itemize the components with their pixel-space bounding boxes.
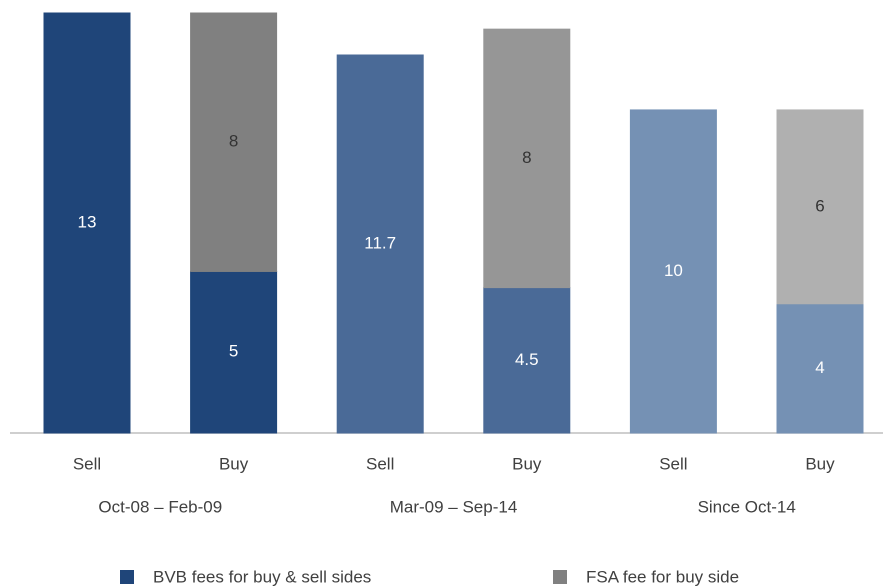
value-label: 8 bbox=[229, 132, 238, 151]
value-label: 4.5 bbox=[515, 350, 539, 369]
value-label: 11.7 bbox=[364, 233, 396, 252]
legend-label: BVB fees for buy & sell sides bbox=[153, 567, 371, 586]
bar-segment bbox=[43, 12, 131, 434]
legend-label: FSA fee for buy side bbox=[586, 567, 739, 586]
value-label: 4 bbox=[815, 358, 824, 377]
value-label: 5 bbox=[229, 342, 238, 361]
bar-segment bbox=[776, 109, 864, 305]
value-label: 6 bbox=[815, 196, 824, 215]
bar-segment bbox=[776, 303, 864, 434]
legend-swatch bbox=[120, 570, 134, 584]
value-label: 10 bbox=[664, 261, 683, 280]
group-label: Mar-09 – Sep-14 bbox=[390, 497, 518, 516]
x-tick-label: Sell bbox=[366, 454, 394, 473]
value-label: 8 bbox=[522, 148, 531, 167]
value-label: 13 bbox=[78, 212, 97, 231]
bar-segment bbox=[336, 54, 424, 434]
group-label: Oct-08 – Feb-09 bbox=[98, 497, 222, 516]
bar-segment bbox=[483, 287, 571, 434]
legend-swatch bbox=[553, 570, 567, 584]
group-label: Since Oct-14 bbox=[698, 497, 796, 516]
x-tick-label: Sell bbox=[659, 454, 687, 473]
bar-segment bbox=[190, 12, 278, 272]
bar-segment bbox=[629, 109, 717, 434]
x-tick-label: Buy bbox=[512, 454, 542, 473]
bar-segment bbox=[483, 28, 571, 289]
x-tick-label: Buy bbox=[805, 454, 835, 473]
bar-segment bbox=[190, 270, 278, 434]
x-tick-label: Buy bbox=[219, 454, 249, 473]
x-tick-label: Sell bbox=[73, 454, 101, 473]
